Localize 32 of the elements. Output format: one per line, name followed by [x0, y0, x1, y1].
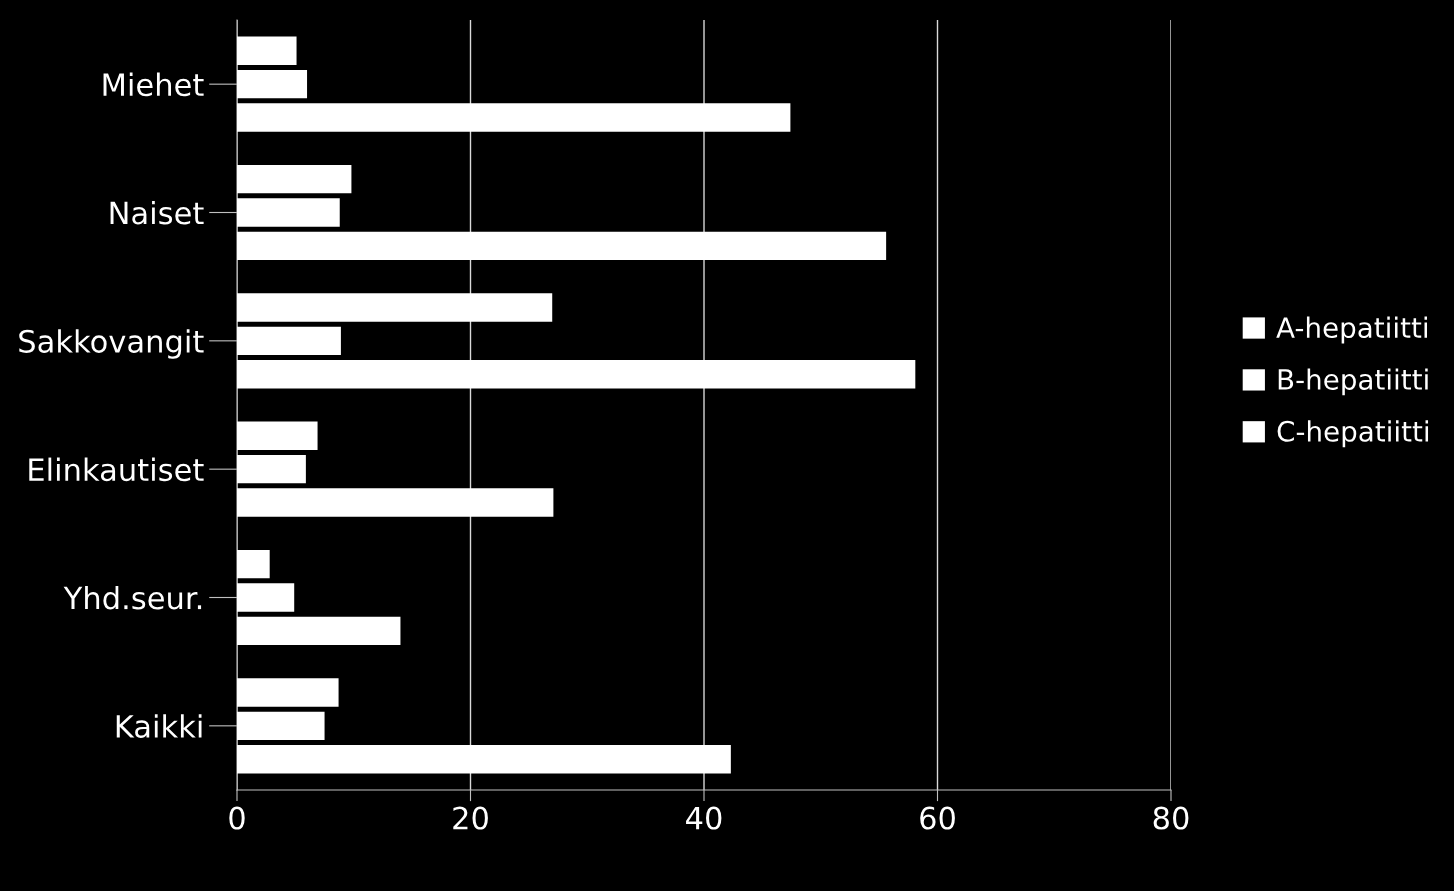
- y-tick-label: Kaikki: [116, 714, 202, 738]
- bar: [237, 164, 352, 194]
- y-tick-label: Sakkovangit: [19, 329, 204, 359]
- bar: [237, 583, 295, 612]
- bar: [237, 711, 325, 741]
- bar: [237, 36, 297, 65]
- bar: [237, 198, 340, 227]
- bar: [237, 103, 791, 132]
- x-tick-label: 0: [229, 806, 245, 830]
- legend-label: A-hepatiitti: [1276, 316, 1428, 344]
- y-tick-label: Yhd.seur.: [63, 585, 202, 610]
- x-tick-label: 40: [686, 806, 722, 830]
- bar: [237, 231, 887, 261]
- bar: [237, 549, 270, 579]
- bar: [237, 326, 341, 356]
- y-tick-label: Elinkautiset: [29, 457, 204, 482]
- bar: [237, 69, 308, 99]
- bar: [237, 488, 554, 517]
- y-tick-label: Naiset: [110, 200, 204, 225]
- bar: [237, 293, 553, 322]
- bar: [237, 745, 731, 774]
- bar: [237, 616, 401, 646]
- bar: [237, 454, 306, 484]
- x-tick-label: 60: [920, 806, 955, 830]
- bar: [237, 678, 339, 707]
- y-tick-label: Miehet: [103, 72, 204, 97]
- bar: [237, 360, 916, 389]
- bar: [237, 421, 318, 450]
- legend-label: C-hepatiitti: [1277, 420, 1429, 448]
- x-tick-label: 20: [453, 806, 488, 830]
- x-tick-label: 80: [1153, 806, 1189, 830]
- legend-label: B-hepatiitti: [1278, 368, 1428, 396]
